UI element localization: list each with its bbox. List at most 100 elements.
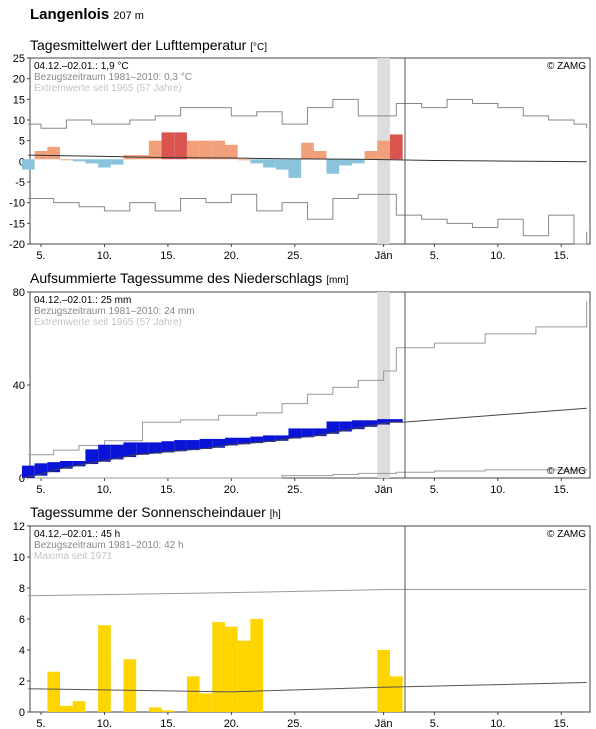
precipitation-base xyxy=(212,448,225,478)
precipitation-base xyxy=(98,462,111,478)
temperature-y-tick-label: 10 xyxy=(13,115,25,127)
sunshine-bar xyxy=(237,640,251,712)
station-name: Langenlois xyxy=(30,6,110,23)
temperature-bar xyxy=(250,159,264,164)
precipitation-base xyxy=(390,422,403,478)
temperature-x-tick-label: 10. xyxy=(490,250,505,262)
precipitation-base xyxy=(47,472,60,478)
temperature-title-text: Tagesmittelwert der Lufttemperatur xyxy=(30,37,247,53)
sunshine-bar xyxy=(72,701,86,712)
temperature-y-tick-label: 25 xyxy=(13,53,25,65)
temperature-y-tick-label: 15 xyxy=(13,94,25,106)
precipitation-base xyxy=(301,437,314,478)
sunshine-copyright: © ZAMG xyxy=(547,529,586,540)
precipitation-base xyxy=(123,457,136,478)
temperature-x-tick-label: 15. xyxy=(554,250,569,262)
precipitation-highlight-band xyxy=(377,292,390,478)
sunshine-info-line-2: Bezugszeitraum 1981–2010: 42 h xyxy=(34,540,184,551)
sunshine-bar xyxy=(161,710,175,712)
temperature-title: Tagesmittelwert der Lufttemperatur [°C] xyxy=(30,37,267,53)
precipitation-surplus-bar xyxy=(47,462,61,473)
temperature-x-tick-label: 10. xyxy=(97,250,112,262)
temperature-extreme-min-line xyxy=(28,193,588,245)
temperature-bar xyxy=(288,159,302,178)
precipitation-base xyxy=(136,455,149,478)
precipitation-base xyxy=(162,452,175,478)
temperature-bar xyxy=(186,140,200,160)
temperature-x-tick-label: 20. xyxy=(224,250,239,262)
sunshine-bar xyxy=(225,626,238,712)
precipitation-surplus-bar xyxy=(288,429,302,439)
precipitation-base xyxy=(288,438,301,478)
precipitation-base xyxy=(339,432,352,479)
sunshine-bar xyxy=(199,693,213,712)
sunshine-info-line-3: Maxima seit 1971 xyxy=(34,551,113,562)
precipitation-copyright: © ZAMG xyxy=(547,466,586,477)
temperature-y-tick-label: -5 xyxy=(15,177,25,189)
temperature-bar xyxy=(98,159,111,168)
precipitation-surplus-bar xyxy=(275,436,289,441)
sunshine-x-tick-label: 5. xyxy=(430,718,439,729)
temperature-y-tick-label: 0 xyxy=(19,156,25,168)
precipitation-surplus-bar xyxy=(225,438,238,446)
precipitation-surplus-bar xyxy=(21,466,35,478)
precipitation-base xyxy=(85,464,98,478)
sunshine-bar xyxy=(389,676,403,712)
sunshine-bar xyxy=(377,650,390,712)
precipitation-base xyxy=(111,459,124,478)
precipitation-base xyxy=(187,450,200,478)
precipitation-base xyxy=(263,442,276,478)
temperature-bar xyxy=(225,144,238,160)
precipitation-y-tick-label: 0 xyxy=(19,473,25,485)
precipitation-base xyxy=(225,445,238,478)
precipitation-info-line-2: Bezugszeitraum 1981–2010: 24 mm xyxy=(34,306,195,317)
temperature-bar xyxy=(263,159,276,168)
precipitation-extreme-max-line xyxy=(28,301,588,456)
temperature-bar xyxy=(60,159,73,161)
temperature-bar xyxy=(377,140,390,160)
precipitation-surplus-bar xyxy=(123,443,137,458)
precipitation-base xyxy=(377,425,390,478)
sunshine-info-line-1: 04.12.–02.01.: 45 h xyxy=(34,529,120,540)
temperature-bar xyxy=(313,151,327,160)
temperature-bar xyxy=(237,159,251,161)
precipitation-base xyxy=(238,444,251,478)
sunshine-x-tick-label: 15. xyxy=(554,718,569,729)
temperature-bar xyxy=(364,151,378,160)
temperature-normal-line xyxy=(28,154,587,163)
precipitation-surplus-bar xyxy=(98,445,111,462)
temperature-bar xyxy=(161,132,175,160)
precipitation-surplus-bar xyxy=(148,443,162,454)
sunshine-y-tick-label: 2 xyxy=(19,676,25,688)
temperature-bar xyxy=(275,159,289,170)
precipitation-x-tick-label: Jän xyxy=(375,484,393,496)
sunshine-bar xyxy=(212,622,226,712)
temperature-bar xyxy=(301,142,314,160)
temperature-copyright: © ZAMG xyxy=(547,61,586,72)
precipitation-info-line-3: Extremwerte seit 1965 (57 Jahre) xyxy=(34,317,182,328)
precipitation-title-text: Aufsummierte Tagessumme des Niederschlag… xyxy=(30,270,323,286)
precipitation-y-tick-label: 80 xyxy=(13,287,25,299)
precipitation-surplus-bar xyxy=(364,421,378,427)
temperature-bar xyxy=(72,159,86,162)
temperature-y-tick-label: -15 xyxy=(9,218,25,230)
precipitation-surplus-bar xyxy=(301,429,314,438)
sunshine-plot-frame xyxy=(29,525,591,713)
temperature-y-tick-label: -10 xyxy=(9,198,25,210)
sunshine-y-tick-label: 12 xyxy=(13,521,25,533)
precipitation-base xyxy=(276,441,289,478)
precipitation-x-tick-label: 10. xyxy=(97,484,112,496)
sunshine-y-tick-label: 8 xyxy=(19,583,25,595)
temperature-bar xyxy=(21,159,35,170)
precipitation-surplus-bar xyxy=(186,440,200,451)
sunshine-y-tick-label: 4 xyxy=(19,645,25,657)
precipitation-surplus-bar xyxy=(351,421,365,430)
temperature-bar xyxy=(110,159,124,165)
sunshine-bar xyxy=(47,671,61,712)
station-altitude: 207 m xyxy=(113,10,144,22)
precipitation-base xyxy=(174,451,187,478)
sunshine-y-tick-label: 6 xyxy=(19,614,25,626)
precipitation-base xyxy=(60,469,73,478)
sunshine-bar xyxy=(60,705,73,712)
